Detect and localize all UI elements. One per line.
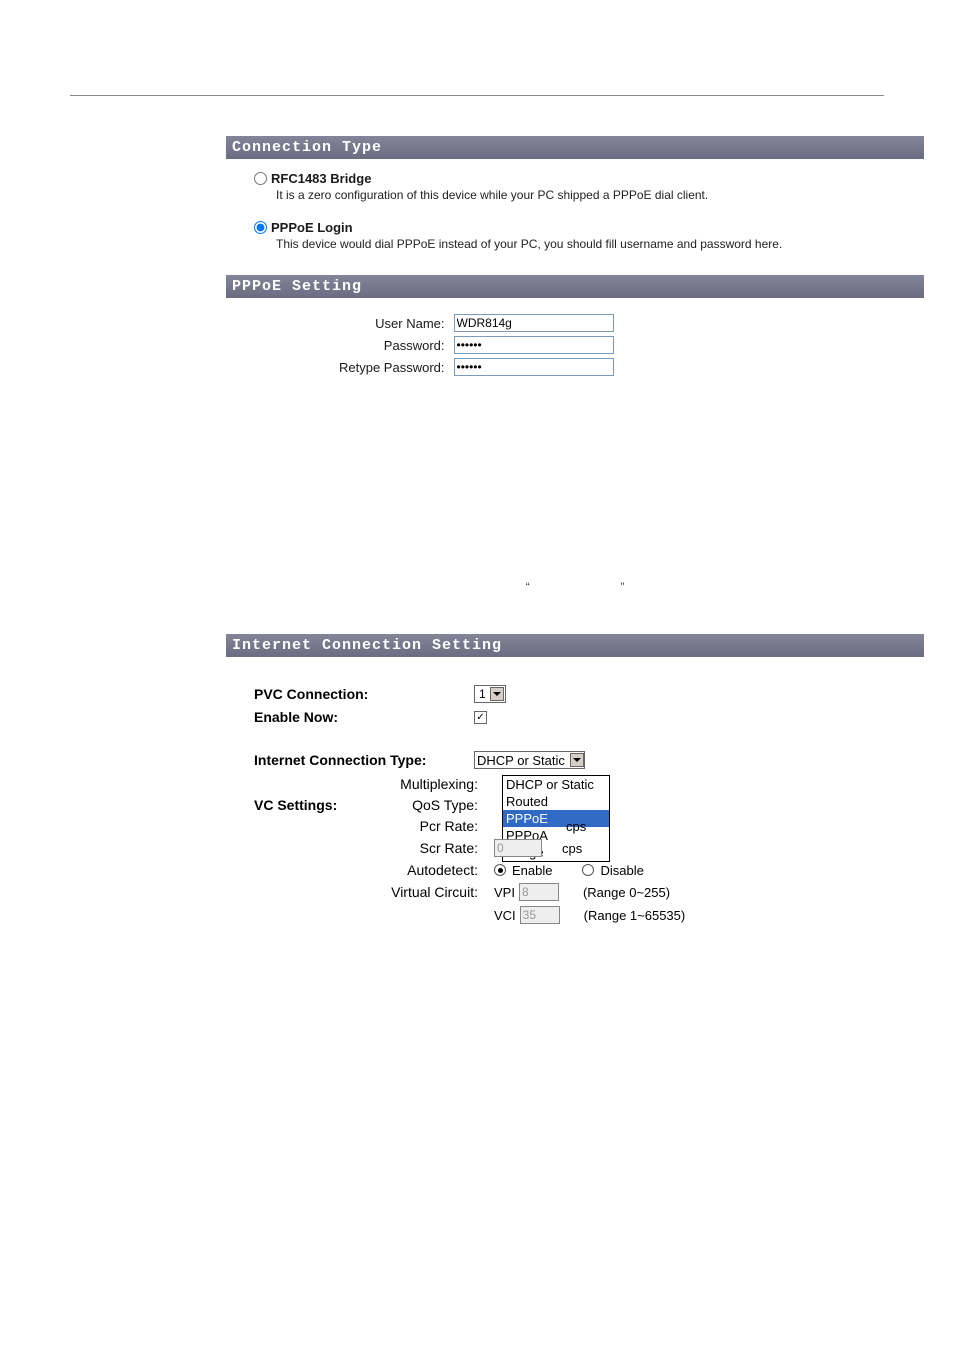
pvc-connection-value: 1	[476, 687, 489, 701]
password-label: Password:	[339, 336, 451, 354]
multiplexing-label: Multiplexing:	[254, 776, 494, 792]
vpi-range: (Range 0~255)	[583, 885, 670, 900]
rfc1483-radio[interactable]	[254, 172, 267, 185]
pcr-suffix: cps	[566, 819, 586, 834]
ict-select[interactable]: DHCP or Static	[474, 751, 585, 769]
scr-rate-input[interactable]	[494, 839, 542, 857]
rfc1483-label: RFC1483 Bridge	[271, 171, 371, 186]
autodetect-disable-label: Disable	[600, 863, 643, 878]
pcr-rate-label: Pcr Rate:	[254, 818, 494, 834]
vpi-input[interactable]	[519, 883, 559, 901]
pvc-connection-select[interactable]: 1	[474, 685, 506, 703]
autodetect-label: Autodetect:	[254, 862, 494, 878]
pppoe-setting-header: PPPoE Setting	[226, 275, 924, 298]
vci-range: (Range 1~65535)	[584, 908, 686, 923]
username-label: User Name:	[339, 314, 451, 332]
rfc1483-desc: It is a zero configuration of this devic…	[276, 188, 906, 202]
pppoe-form: User Name: Password: Retype Password:	[336, 310, 617, 380]
retype-password-label: Retype Password:	[339, 358, 451, 376]
quote-line: “ ”	[226, 580, 924, 594]
vci-label: VCI	[494, 908, 516, 923]
scr-suffix: cps	[562, 841, 582, 856]
username-input[interactable]	[454, 314, 614, 332]
vpi-label: VPI	[494, 885, 515, 900]
autodetect-disable-radio[interactable]	[582, 864, 594, 876]
pppoe-login-label: PPPoE Login	[271, 220, 353, 235]
autodetect-enable-radio[interactable]	[494, 864, 506, 876]
autodetect-enable-label: Enable	[512, 863, 552, 878]
ics-header: Internet Connection Setting	[226, 634, 924, 657]
ict-option[interactable]: Routed	[503, 793, 609, 810]
connection-type-header: Connection Type	[226, 136, 924, 159]
chevron-down-icon	[490, 687, 504, 701]
quote-right: ”	[620, 580, 624, 594]
password-input[interactable]	[454, 336, 614, 354]
pppoe-login-radio[interactable]	[254, 221, 267, 234]
vci-input[interactable]	[520, 906, 560, 924]
quote-left: “	[526, 580, 530, 594]
enable-now-checkbox[interactable]: ✓	[474, 711, 487, 724]
chevron-down-icon	[570, 753, 584, 767]
qos-type-label: QoS Type:	[254, 797, 494, 813]
retype-password-input[interactable]	[454, 358, 614, 376]
scr-rate-label: Scr Rate:	[254, 840, 494, 856]
virtual-circuit-label: Virtual Circuit:	[254, 884, 494, 900]
ict-option[interactable]: DHCP or Static	[503, 776, 609, 793]
pvc-connection-label: PVC Connection:	[254, 686, 474, 702]
ict-value: DHCP or Static	[477, 753, 569, 768]
enable-now-label: Enable Now:	[254, 709, 474, 725]
pppoe-login-desc: This device would dial PPPoE instead of …	[276, 237, 906, 251]
connection-type-body: RFC1483 Bridge It is a zero configuratio…	[226, 159, 924, 275]
ict-label: Internet Connection Type:	[254, 752, 474, 768]
